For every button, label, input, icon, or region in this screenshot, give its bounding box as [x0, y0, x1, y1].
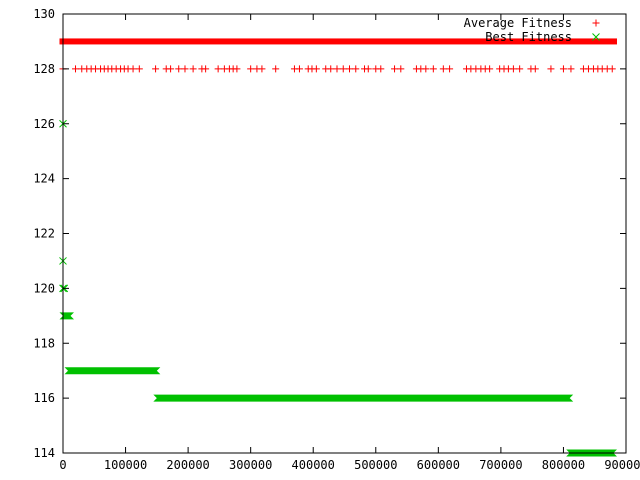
average-fitness-point — [135, 65, 143, 73]
average-fitness-point — [346, 65, 354, 73]
average-fitness-point — [333, 65, 341, 73]
average-fitness-point — [339, 65, 347, 73]
x-tick-label: 900000 — [604, 458, 640, 472]
average-fitness-point — [422, 65, 430, 73]
x-tick-label: 500000 — [354, 458, 397, 472]
average-fitness-point — [72, 65, 80, 73]
legend-marker — [592, 19, 600, 27]
average-fitness-point — [152, 65, 160, 73]
x-tick-label: 0 — [59, 458, 66, 472]
average-fitness-point — [559, 65, 567, 73]
x-axis: 0 100000 200000 300000 400000 500000 600000 700… — [59, 14, 640, 472]
y-tick-label: 124 — [33, 172, 55, 186]
average-fitness-point — [364, 65, 372, 73]
average-fitness-point — [429, 65, 437, 73]
average-fitness-point — [258, 65, 266, 73]
legend-label: Average Fitness — [464, 16, 572, 30]
average-fitness-point — [272, 65, 280, 73]
y-tick-label: 130 — [33, 7, 55, 21]
y-tick-label: 126 — [33, 117, 55, 131]
legend-marker — [592, 33, 600, 41]
x-tick-label: 600000 — [417, 458, 460, 472]
average-fitness-point — [509, 65, 517, 73]
average-fitness-point — [486, 65, 494, 73]
x-tick-label: 100000 — [104, 458, 147, 472]
y-tick-label: 120 — [33, 281, 55, 295]
x-tick-label: 200000 — [166, 458, 209, 472]
x-tick-label: 400000 — [292, 458, 335, 472]
plot-frame — [62, 13, 627, 454]
average-fitness-point — [352, 65, 360, 73]
average-fitness-point — [189, 65, 197, 73]
average-fitness-point — [202, 65, 210, 73]
average-fitness-point — [295, 65, 303, 73]
average-fitness-point — [233, 65, 241, 73]
average-fitness-point — [247, 65, 255, 73]
y-axis: 114 116 118 120 122 124 126 128 130 — [33, 7, 626, 460]
y-tick-label: 128 — [33, 62, 55, 76]
average-fitness-point — [439, 65, 447, 73]
average-fitness-point — [377, 65, 385, 73]
y-tick-label: 118 — [33, 336, 55, 350]
average-fitness-point — [397, 65, 405, 73]
x-tick-label: 800000 — [542, 458, 585, 472]
average-fitness-point — [327, 65, 335, 73]
average-fitness-band — [59, 38, 617, 45]
y-tick-label: 116 — [33, 391, 55, 405]
y-tick-label: 122 — [33, 227, 55, 241]
series-points — [59, 65, 616, 293]
average-fitness-point — [175, 65, 183, 73]
best-fitness-band — [59, 312, 75, 320]
legend-label: Best Fitness — [485, 30, 572, 44]
average-fitness-point — [181, 65, 189, 73]
average-fitness-point — [129, 65, 137, 73]
x-tick-label: 700000 — [479, 458, 522, 472]
average-fitness-point — [516, 65, 524, 73]
average-fitness-point — [608, 65, 616, 73]
series-bands — [59, 38, 617, 457]
average-fitness-point — [547, 65, 555, 73]
average-fitness-point — [214, 65, 222, 73]
y-tick-label: 114 — [33, 446, 55, 460]
x-tick-label: 300000 — [229, 458, 272, 472]
best-fitness-band — [64, 367, 161, 375]
average-fitness-point — [167, 65, 175, 73]
average-fitness-point — [446, 65, 454, 73]
best-fitness-band — [153, 394, 574, 402]
average-fitness-point — [567, 65, 575, 73]
average-fitness-point — [391, 65, 399, 73]
average-fitness-point — [312, 65, 320, 73]
average-fitness-point — [531, 65, 539, 73]
